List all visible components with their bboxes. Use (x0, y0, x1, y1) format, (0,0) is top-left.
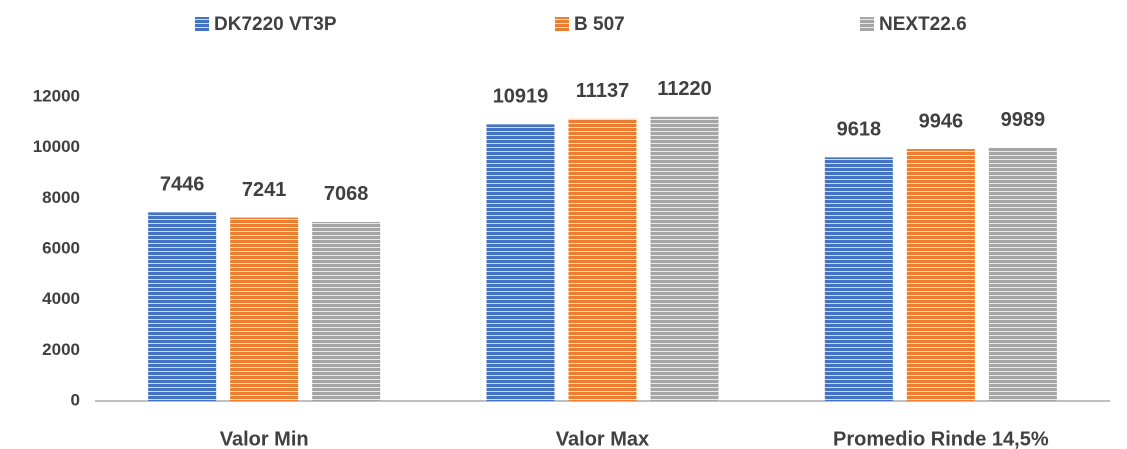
legend-swatch (860, 17, 874, 31)
legend-label: NEXT22.6 (879, 14, 967, 35)
value-label: 7446 (160, 174, 205, 196)
value-label: 9618 (837, 119, 882, 141)
value-label: 9989 (1001, 109, 1046, 131)
value-label: 7241 (242, 179, 287, 201)
legend-label: B 507 (574, 14, 625, 35)
value-label: 7068 (324, 183, 369, 205)
y-tick-label: 12000 (33, 86, 80, 105)
bar (486, 124, 555, 402)
bar (148, 212, 217, 401)
y-tick-label: 10000 (33, 137, 80, 156)
bar (312, 221, 381, 401)
legend-swatch (195, 17, 209, 31)
bar (230, 217, 299, 401)
legend-label: DK7220 VT3P (214, 14, 337, 35)
bar (906, 149, 975, 401)
x-tick-label: Valor Min (220, 428, 309, 449)
y-tick-label: 0 (71, 390, 80, 409)
value-label: 9946 (919, 110, 964, 132)
value-label: 10919 (493, 86, 549, 108)
y-tick-label: 4000 (42, 289, 80, 308)
x-tick-label: Valor Max (556, 428, 649, 449)
bar (824, 157, 893, 401)
bar (568, 118, 637, 401)
y-tick-label: 6000 (42, 238, 80, 257)
value-label: 11137 (576, 80, 629, 102)
y-tick-label: 2000 (42, 340, 80, 359)
value-label: 11220 (657, 78, 712, 100)
y-tick-label: 8000 (42, 188, 80, 207)
bar (650, 116, 719, 401)
bar (988, 147, 1057, 401)
x-tick-label: Promedio Rinde 14,5% (833, 428, 1049, 449)
legend-swatch (555, 17, 569, 31)
